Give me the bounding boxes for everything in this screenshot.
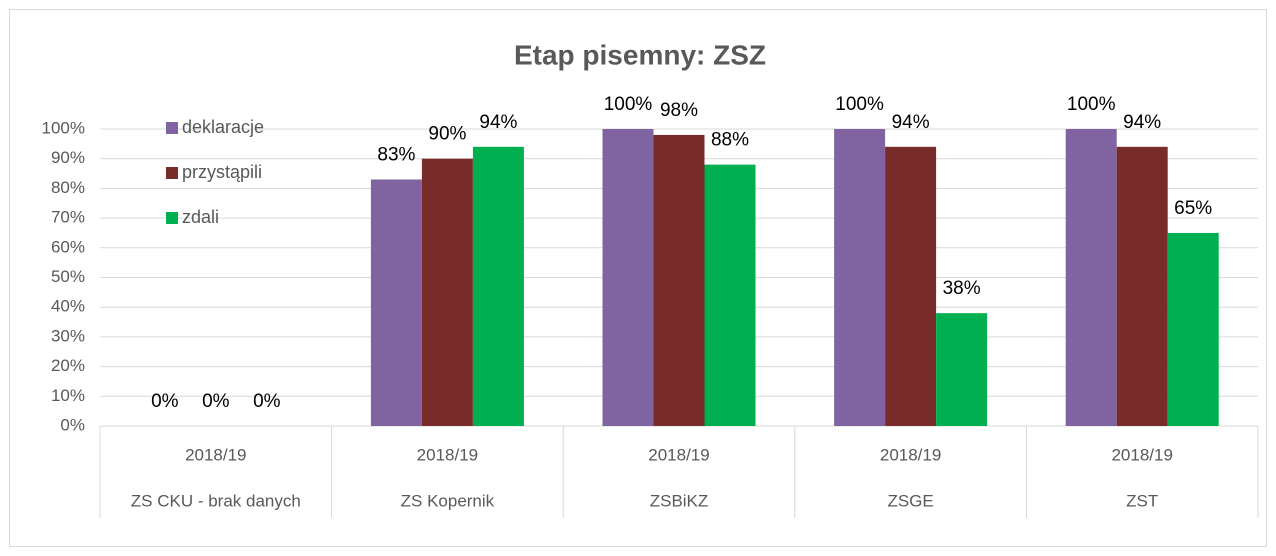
data-label: 100% [1067, 94, 1116, 115]
x-tick-label: 2018/19 [417, 445, 478, 464]
x-tick-label: 2018/19 [648, 445, 709, 464]
y-tick-label: 80% [51, 178, 85, 197]
data-label: 88% [711, 130, 749, 151]
data-label: 38% [943, 278, 981, 299]
y-tick-label: 100% [42, 118, 85, 137]
legend-label: zdali [182, 207, 219, 227]
y-tick-label: 10% [51, 386, 85, 405]
bar [602, 129, 654, 426]
bar [834, 129, 886, 426]
data-label: 83% [377, 145, 415, 166]
x-group-label: ZSBiKZ [650, 491, 709, 510]
legend-swatch [166, 122, 178, 134]
y-tick-label: 50% [51, 267, 85, 286]
bar [370, 179, 422, 426]
legend-label: przystąpili [182, 162, 262, 182]
bar [1167, 232, 1219, 426]
y-tick-label: 30% [51, 326, 85, 345]
bar [1116, 146, 1168, 426]
y-tick-label: 90% [51, 148, 85, 167]
legend-label: deklaracje [182, 117, 264, 137]
y-tick-label: 20% [51, 356, 85, 375]
x-group-label: ZS Kopernik [401, 491, 495, 510]
data-label: 90% [428, 124, 466, 145]
bar [936, 313, 988, 426]
data-label: 0% [253, 391, 281, 412]
data-label: 65% [1174, 198, 1212, 219]
x-group-label: ZST [1126, 491, 1158, 510]
data-label: 100% [835, 94, 884, 115]
data-label: 100% [604, 94, 653, 115]
bar [885, 146, 937, 426]
x-tick-label: 2018/19 [185, 445, 246, 464]
bar [653, 134, 705, 426]
data-label: 0% [151, 391, 179, 412]
bar [1065, 129, 1117, 426]
legend-swatch [166, 212, 178, 224]
y-tick-label: 60% [51, 237, 85, 256]
data-label: 0% [202, 391, 230, 412]
y-tick-label: 40% [51, 297, 85, 316]
data-label: 94% [1123, 112, 1161, 133]
chart-title: Etap pisemny: ZSZ [514, 39, 766, 70]
y-tick-label: 0% [60, 415, 85, 434]
x-group-label: ZS CKU - brak danych [131, 491, 301, 510]
x-tick-label: 2018/19 [880, 445, 941, 464]
bar [472, 146, 524, 426]
legend-swatch [166, 167, 178, 179]
data-label: 94% [479, 112, 517, 133]
x-tick-label: 2018/19 [1111, 445, 1172, 464]
bar [421, 158, 473, 426]
data-label: 94% [892, 112, 930, 133]
data-label: 98% [660, 100, 698, 121]
y-tick-label: 70% [51, 208, 85, 227]
bar [704, 164, 756, 426]
x-group-label: ZSGE [887, 491, 933, 510]
